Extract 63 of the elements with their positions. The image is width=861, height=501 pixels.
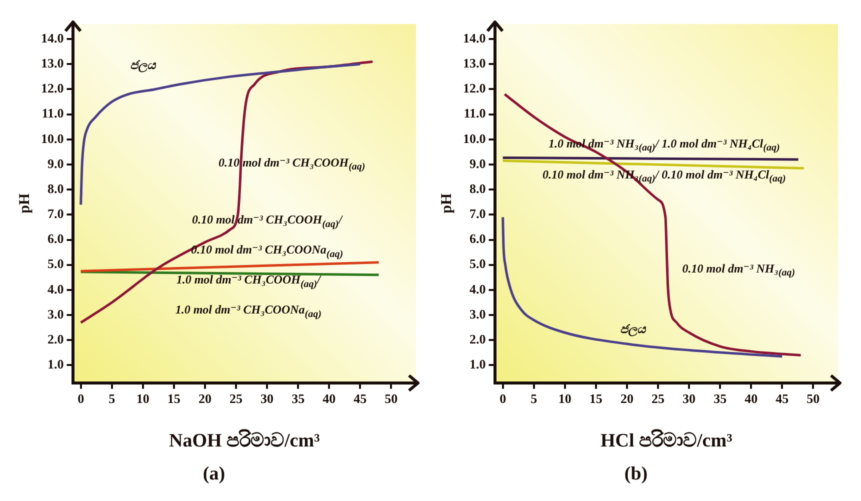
- x-tick-label: 15: [167, 390, 181, 406]
- x-tick-label: 35: [714, 390, 728, 406]
- y-tick-label: 13.0: [463, 56, 486, 71]
- y-tick-label: 11.0: [42, 106, 64, 121]
- y-tick-label: 8.0: [470, 180, 486, 196]
- x-tick-label: 30: [682, 390, 696, 406]
- y-tick-label: 7.0: [470, 206, 486, 222]
- series-label: ජලය: [620, 320, 646, 338]
- y-tick-label: 6.0: [470, 231, 486, 246]
- text: (b): [624, 464, 648, 485]
- y-tick-label: 2.0: [48, 332, 64, 347]
- y-axis-title: pH: [438, 193, 455, 214]
- text: (a): [202, 464, 226, 485]
- series-label: 0.10 mol dm⁻³ NH₃$_{(aq)}$: [682, 260, 796, 281]
- series-label: ජලය: [130, 57, 156, 74]
- series-label: 0.10 mol dm⁻³ CH₃COOH$_{(aq)}$: [218, 154, 366, 174]
- x-tick-label: 0: [78, 390, 84, 406]
- y-tick-label: 6.0: [48, 231, 64, 246]
- line-series: [503, 93, 802, 356]
- x-tick-label: 20: [620, 390, 634, 406]
- x-tick-label: 15: [589, 390, 603, 406]
- y-tick-label: 4.0: [48, 281, 64, 296]
- y-tick-label: 5.0: [48, 256, 64, 272]
- x-tick-label: 50: [806, 390, 820, 406]
- x-tick-label: 10: [558, 390, 572, 406]
- y-tick-label: 10.0: [463, 130, 486, 146]
- y-tick-label: 4.0: [470, 281, 486, 296]
- x-tick-label: 35: [292, 390, 306, 406]
- y-tick-label: 3.0: [470, 306, 486, 322]
- y-axis-title: pH: [16, 193, 33, 214]
- y-tick-label: 12.0: [41, 80, 64, 96]
- y-tick-label: 8.0: [48, 180, 64, 196]
- y-tick-label: 2.0: [470, 332, 486, 347]
- y-tick-label: 7.0: [48, 206, 64, 222]
- y-tick-label: 1.0: [470, 356, 486, 372]
- x-tick-label: 5: [530, 390, 538, 406]
- y-tick-label: 9.0: [470, 156, 486, 171]
- y-tick-label: 13.0: [41, 56, 64, 71]
- x-axis-title: NaOH පරිමාව/cm³: [168, 430, 320, 452]
- x-tick-label: 25: [229, 390, 243, 406]
- x-axis-title: HCl පරිමාව/cm³: [600, 430, 733, 452]
- x-tick-label: 5: [108, 390, 116, 406]
- y-tick-label: 10.0: [41, 130, 64, 146]
- text: 1.0 mol dm⁻³ CH₃COOH$_{(aq)}$/ 1.0 mol dm⁻³ CH₃COONa$_{(aq)}$: [175, 273, 322, 320]
- y-tick-label: 5.0: [470, 256, 486, 272]
- y-tick-label: 9.0: [48, 156, 64, 171]
- y-tick-label: 14.0: [463, 30, 486, 46]
- y-tick-label: 11.0: [464, 106, 486, 121]
- x-tick-label: 25: [651, 390, 665, 406]
- y-tick-label: 1.0: [48, 356, 64, 372]
- x-tick-label: 20: [198, 390, 212, 406]
- x-tick-label: 45: [354, 390, 368, 406]
- x-tick-label: 0: [500, 390, 506, 406]
- x-tick-label: 10: [136, 390, 150, 406]
- y-tick-label: 14.0: [41, 30, 64, 46]
- y-tick-label: 12.0: [463, 80, 486, 96]
- x-tick-label: 40: [744, 390, 758, 406]
- x-tick-label: 30: [260, 390, 274, 406]
- x-tick-label: 40: [322, 390, 336, 406]
- y-tick-label: 3.0: [48, 306, 64, 322]
- text: 0.10 mol dm⁻³ CH₃COOH$_{(aq)}$/ 0.10 mol dm⁻³ CH₃COONa$_{(aq)}$: [190, 212, 344, 260]
- x-tick-label: 45: [776, 390, 790, 406]
- x-tick-label: 50: [384, 390, 398, 406]
